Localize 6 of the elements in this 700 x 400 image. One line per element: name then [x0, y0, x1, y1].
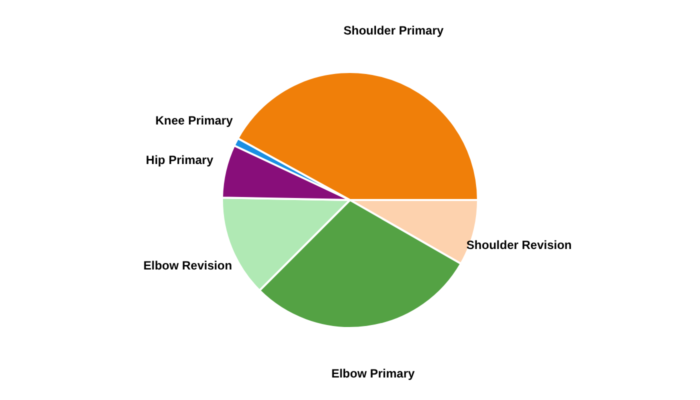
- slice-label: Elbow Primary: [331, 366, 416, 380]
- slice-label: Shoulder Primary: [344, 24, 444, 38]
- slice-label: Shoulder Revision: [466, 238, 572, 252]
- slice-label: Hip Primary: [146, 153, 214, 168]
- slice-label: Elbow Revision: [143, 258, 232, 272]
- slice-label: Knee Primary: [155, 114, 234, 128]
